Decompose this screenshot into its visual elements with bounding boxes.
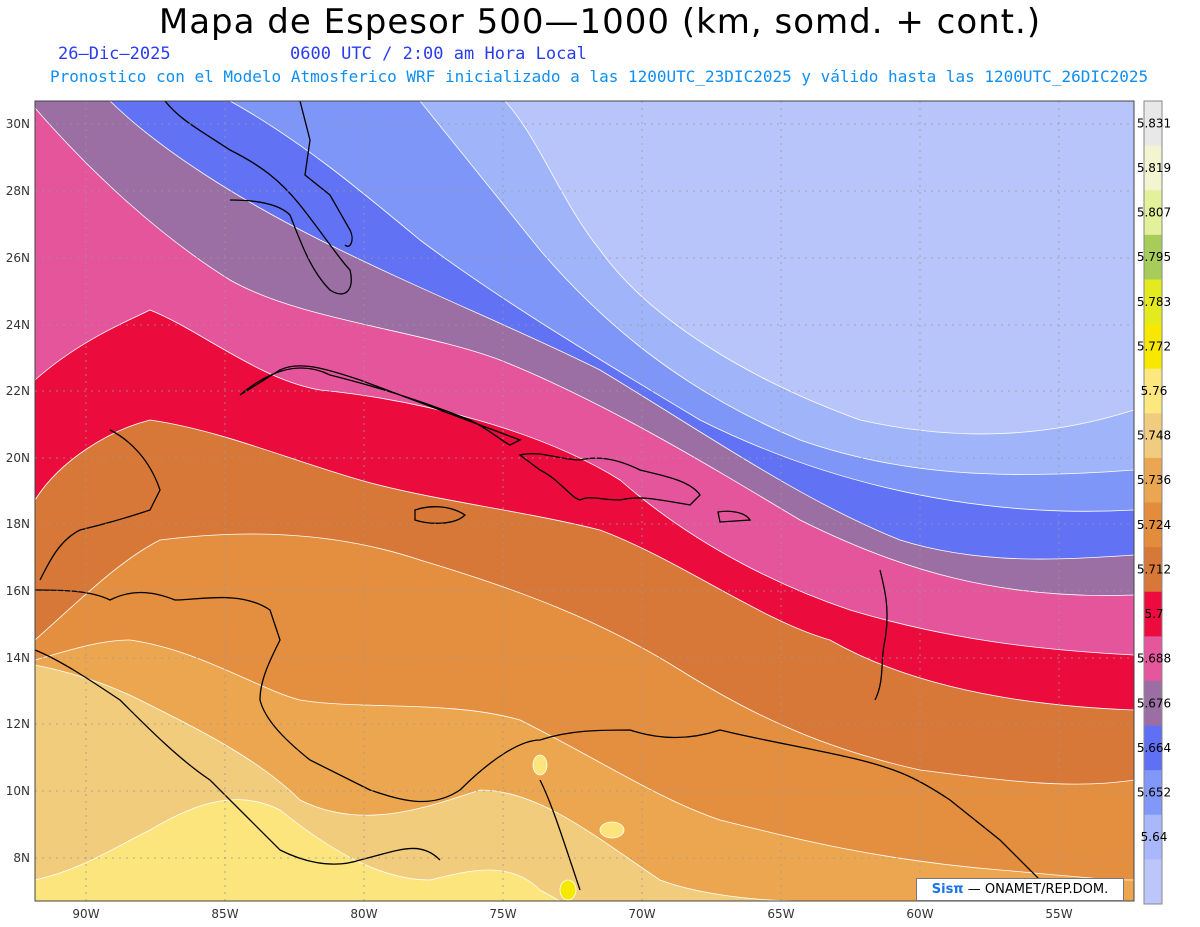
legend-swatch bbox=[1144, 725, 1162, 771]
legend-level-label: 5.724 bbox=[1137, 518, 1171, 532]
graticule bbox=[35, 101, 1134, 901]
lon-label-60w: 60W bbox=[906, 907, 933, 921]
legend-level-label: 5.664 bbox=[1137, 741, 1171, 755]
org-label: — ONAMET/REP.DOM. bbox=[963, 882, 1109, 897]
legend-level-label: 5.807 bbox=[1137, 206, 1171, 220]
legend-level-label: 5.831 bbox=[1137, 116, 1171, 130]
legend-swatch bbox=[1144, 368, 1162, 414]
legend-level-label: 5.64 bbox=[1141, 830, 1168, 844]
lat-label-22n: 22N bbox=[6, 384, 30, 398]
legend-level-label: 5.652 bbox=[1137, 785, 1171, 799]
legend-level-label: 5.772 bbox=[1137, 339, 1171, 353]
legend-swatch bbox=[1144, 636, 1162, 682]
legend-swatch bbox=[1144, 324, 1162, 370]
legend-swatch bbox=[1144, 502, 1162, 548]
legend-frame bbox=[1143, 100, 1163, 905]
lat-label-20n: 20N bbox=[6, 451, 30, 465]
legend-level-label: 5.76 bbox=[1141, 384, 1168, 398]
legend-level-label: 5.795 bbox=[1137, 250, 1171, 264]
brand-label: Sisπ bbox=[931, 882, 964, 897]
legend-level-label: 5.819 bbox=[1137, 161, 1171, 175]
lat-label-24n: 24N bbox=[6, 318, 30, 332]
legend-swatch bbox=[1144, 680, 1162, 727]
legend-swatch bbox=[1144, 101, 1162, 147]
lat-axis: 30N 28N 26N 24N 22N 20N 18N 16N 14N 12N … bbox=[6, 117, 30, 865]
legend-swatch bbox=[1144, 145, 1162, 191]
legend-colorbar bbox=[1143, 100, 1163, 905]
legend-swatch bbox=[1144, 859, 1162, 905]
legend-level-label: 5.736 bbox=[1137, 473, 1171, 487]
lon-label-85w: 85W bbox=[211, 907, 238, 921]
lon-label-90w: 90W bbox=[72, 907, 99, 921]
legend-level-label: 5.712 bbox=[1137, 562, 1171, 576]
lat-label-8n: 8N bbox=[13, 851, 30, 865]
legend-level-label: 5.7 bbox=[1144, 607, 1163, 621]
legend-swatch bbox=[1144, 591, 1162, 637]
lat-label-12n: 12N bbox=[6, 717, 30, 731]
credit-box: Sisπ — ONAMET/REP.DOM. bbox=[916, 878, 1124, 901]
lat-label-16n: 16N bbox=[6, 584, 30, 598]
map-title: Mapa de Espesor 500—1000 (km, somd. + co… bbox=[158, 2, 1042, 42]
coastlines bbox=[35, 101, 1061, 901]
lat-label-28n: 28N bbox=[6, 184, 30, 198]
legend-swatch bbox=[1144, 547, 1162, 593]
legend-swatch bbox=[1144, 814, 1162, 860]
lon-label-75w: 75W bbox=[489, 907, 516, 921]
legend-swatch bbox=[1144, 234, 1162, 280]
legend-level-label: 5.748 bbox=[1137, 429, 1171, 443]
legend-level-label: 5.676 bbox=[1137, 696, 1171, 710]
legend-swatch bbox=[1144, 190, 1162, 236]
model-description: Pronostico con el Modelo Atmosferico WRF… bbox=[50, 67, 1149, 86]
lat-label-14n: 14N bbox=[6, 651, 30, 665]
map-frame bbox=[34, 100, 1135, 902]
thickness-contours bbox=[35, 101, 1134, 901]
legend-swatch bbox=[1144, 413, 1162, 459]
legend-swatch bbox=[1144, 279, 1162, 325]
lat-label-30n: 30N bbox=[6, 117, 30, 131]
legend-swatch bbox=[1144, 770, 1162, 816]
forecast-time: 0600 UTC / 2:00 am Hora Local bbox=[290, 44, 587, 64]
lon-label-55w: 55W bbox=[1045, 907, 1072, 921]
lat-label-10n: 10N bbox=[6, 784, 30, 798]
lon-label-65w: 65W bbox=[767, 907, 794, 921]
lat-label-18n: 18N bbox=[6, 517, 30, 531]
legend-level-label: 5.688 bbox=[1137, 652, 1171, 666]
lon-axis: 90W 85W 80W 75W 70W 65W 60W 55W bbox=[72, 907, 1072, 921]
forecast-date: 26—Dic—2025 bbox=[58, 44, 171, 64]
legend-swatch bbox=[1144, 457, 1162, 503]
lon-label-80w: 80W bbox=[350, 907, 377, 921]
legend-level-label: 5.783 bbox=[1137, 295, 1171, 309]
lon-label-70w: 70W bbox=[628, 907, 655, 921]
lat-label-26n: 26N bbox=[6, 251, 30, 265]
legend-labels: 5.831 5.819 5.807 5.795 5.783 5.772 5.76 5.748 5… bbox=[1137, 116, 1171, 844]
